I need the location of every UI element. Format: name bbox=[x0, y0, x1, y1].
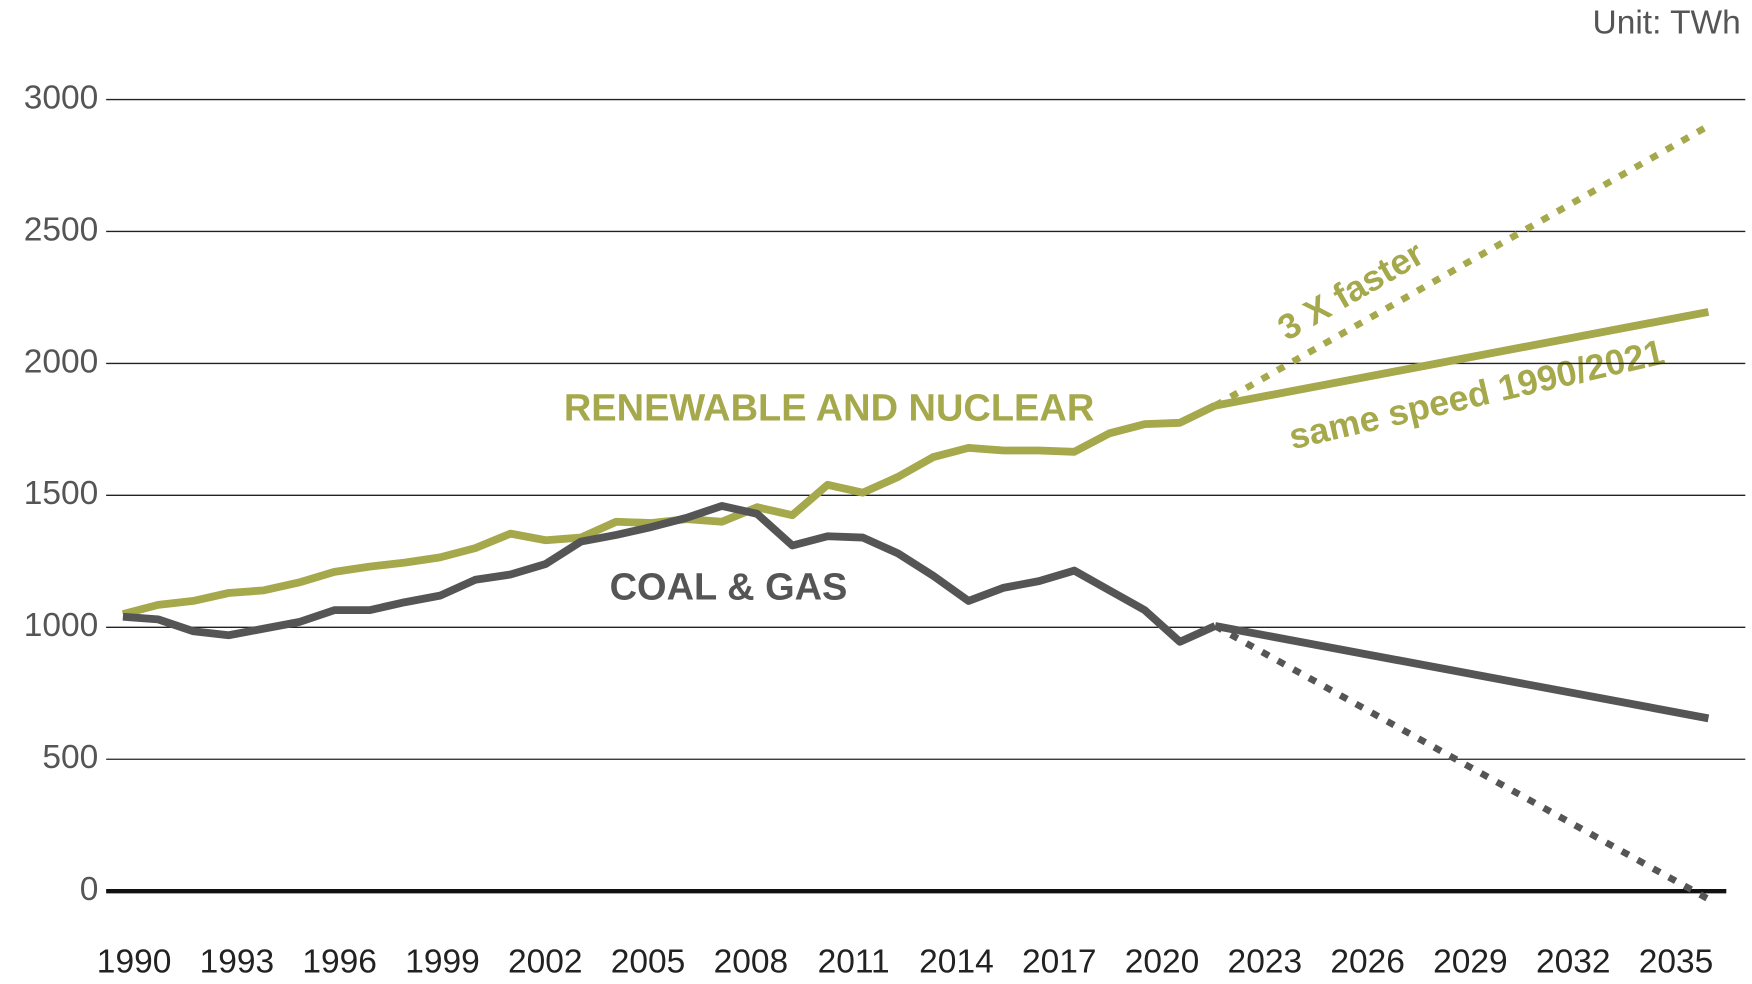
x-tick-label: 2017 bbox=[1022, 944, 1097, 981]
x-tick-label: 1990 bbox=[97, 944, 172, 981]
projection-line bbox=[1213, 623, 1711, 903]
series-line bbox=[1214, 622, 1710, 723]
x-tick-label: 2002 bbox=[508, 944, 583, 981]
x-tick-label: 2008 bbox=[714, 944, 789, 981]
series-line bbox=[122, 501, 1217, 646]
x-tick-label: 2029 bbox=[1433, 944, 1508, 981]
x-tick-label: 1999 bbox=[405, 944, 480, 981]
x-tick-label: 2032 bbox=[1536, 944, 1611, 981]
x-tick-label: 2023 bbox=[1228, 944, 1303, 981]
y-tick-label: 500 bbox=[42, 739, 98, 776]
y-tick-label: 1000 bbox=[24, 607, 99, 644]
x-tick-label: 2014 bbox=[919, 944, 994, 981]
x-tick-label: 1993 bbox=[200, 944, 275, 981]
x-tick-label: 2035 bbox=[1639, 944, 1714, 981]
y-tick-label: 1500 bbox=[24, 475, 99, 512]
unit-label: Unit: TWh bbox=[1593, 4, 1741, 41]
series-label: RENEWABLE AND NUCLEAR bbox=[564, 387, 1094, 429]
annotation: same speed 1990/2021 bbox=[1285, 332, 1668, 457]
projection-line bbox=[1213, 122, 1711, 409]
x-tick-label: 2026 bbox=[1330, 944, 1405, 981]
annotation: 3 X faster bbox=[1271, 233, 1430, 348]
series-line bbox=[1214, 308, 1710, 410]
x-tick-label: 2011 bbox=[818, 944, 890, 981]
x-tick-label: 2005 bbox=[611, 944, 686, 981]
series-label: COAL & GAS bbox=[610, 566, 848, 608]
y-tick-label: 0 bbox=[80, 871, 99, 908]
x-tick-label: 2020 bbox=[1125, 944, 1200, 981]
y-tick-label: 3000 bbox=[24, 79, 99, 116]
x-tick-label: 1996 bbox=[302, 944, 377, 981]
y-tick-label: 2500 bbox=[24, 211, 99, 248]
y-tick-label: 2000 bbox=[24, 343, 99, 380]
